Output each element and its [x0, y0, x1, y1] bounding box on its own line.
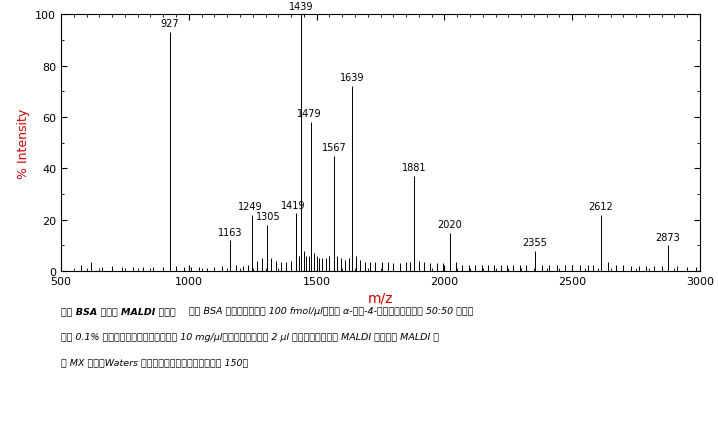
- Text: 2020: 2020: [437, 219, 462, 229]
- Text: 1249: 1249: [238, 201, 263, 212]
- Text: 2612: 2612: [589, 201, 613, 212]
- Text: 1639: 1639: [340, 73, 365, 83]
- Text: 1305: 1305: [256, 212, 281, 222]
- Y-axis label: % Intensity: % Intensity: [17, 108, 29, 179]
- Text: 1419: 1419: [281, 200, 306, 210]
- Text: 酶切 BSA 产物溶液稀释至 100 fmol/μl，并与 α-氰基-4-羟基肉桂酸（溶于 50:50 的乙腺: 酶切 BSA 产物溶液稀释至 100 fmol/μl，并与 α-氰基-4-羟基肉…: [189, 307, 473, 316]
- Text: 酶切 BSA 产物的 MALDI 分析：: 酶切 BSA 产物的 MALDI 分析：: [61, 307, 176, 316]
- Text: 和含 0.1% 三氟乙酸的水溶液，至终浓度 10 mg/μl）等比例混合。取 2 μl 该溶液直接加样于 MALDI 标靶，在 MALDI 微: 和含 0.1% 三氟乙酸的水溶液，至终浓度 10 mg/μl）等比例混合。取 2…: [61, 332, 439, 341]
- Text: 1439: 1439: [289, 1, 313, 11]
- Text: 1881: 1881: [402, 163, 426, 173]
- Text: 1479: 1479: [297, 109, 322, 119]
- Text: 1567: 1567: [322, 142, 347, 152]
- Text: 927: 927: [161, 19, 180, 29]
- X-axis label: m/z: m/z: [368, 290, 393, 304]
- Text: 2873: 2873: [656, 232, 680, 242]
- Text: 2355: 2355: [523, 237, 548, 247]
- Text: 型 MX 质谱（Waters 公司）上进行分析，激光能量为 150。: 型 MX 质谱（Waters 公司）上进行分析，激光能量为 150。: [61, 357, 248, 367]
- Text: 1163: 1163: [218, 227, 243, 237]
